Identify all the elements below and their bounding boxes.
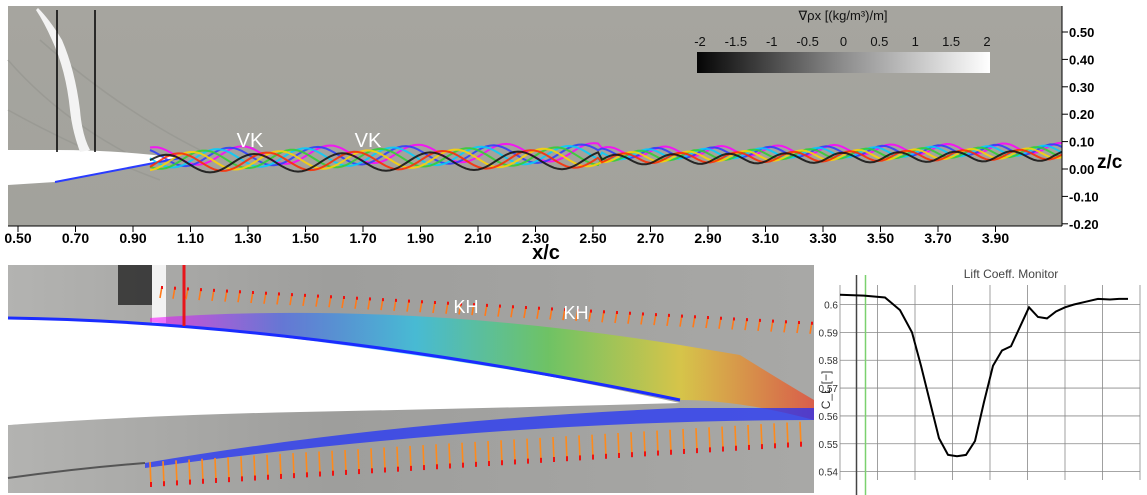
colorbar-tick-label: -1 [766,34,778,49]
x-tick-label: 1.90 [407,230,434,246]
x-axis-ticks: 0.50 0.70 0.90 1.10 1.30 1.50 1.70 1.90 2.10 2.30… [4,226,1009,246]
lift-monitor-grid [839,285,1141,480]
x-tick-label: 2.50 [579,230,606,246]
colorbar-tick-label: 1 [912,34,919,49]
lift-monitor-ylabel: C_L [−] [819,371,833,410]
x-tick-label: 0.50 [4,230,31,246]
lift-y-tick-label: 0.56 [819,412,839,423]
colorbar-tick-label: -0.5 [796,34,818,49]
x-tick-label: 3.30 [809,230,836,246]
x-tick-label: 2.10 [464,230,491,246]
top-panel: ∇ρx [(kg/m³)/m] -2 -1.5 -1 -0.5 0 0.5 1 1.5 2 VK… [4,6,1123,264]
shock-plume [36,8,90,152]
colorbar-tick-label: 1.5 [942,34,960,49]
colorbar-tick-label: -1.5 [725,34,747,49]
z-tick-label: 0.10 [1069,135,1094,150]
x-tick-label: 1.30 [234,230,261,246]
x-tick-label: 1.10 [177,230,204,246]
z-tick-label: 0.00 [1069,162,1094,177]
upper-surface-edge [7,316,681,402]
lift-y-tick-label: 0.59 [819,328,839,339]
x-tick-label: 0.70 [62,230,89,246]
colorbar-tick-label: 0 [840,34,847,49]
z-tick-label: -0.20 [1069,217,1099,232]
colorbar-tick-label: -2 [694,34,706,49]
x-tick-label: 3.10 [752,230,779,246]
x-tick-label: 2.70 [637,230,664,246]
z-axis-label: z/c [1097,152,1123,173]
z-axis-ticks: 0.50 0.40 0.30 0.20 0.10 0.00 -0.10 -0.20 [1062,25,1099,232]
airfoil-closeup-lower [8,403,680,425]
vk-label-2: VK [355,130,382,152]
colorbar-tick-label: 0.5 [870,34,888,49]
x-tick-label: 3.70 [924,230,951,246]
kh-label-1: KH [453,297,478,317]
lift-monitor-background [818,265,1147,495]
wake-streak [149,148,1063,172]
lift-y-tick-label: 0.54 [819,468,839,479]
shock-bright-band [152,265,166,323]
bottom-panel: KH KH [7,265,814,493]
top-flow-field [8,6,1062,226]
x-tick-label: 1.70 [349,230,376,246]
z-tick-label: 0.30 [1069,80,1094,95]
wake-vortex-street [149,142,1063,174]
lift-y-tick-label: 0.57 [819,384,839,395]
x-tick-label: 2.90 [694,230,721,246]
airfoil-shape [8,150,180,185]
lift-monitor-markers [855,275,867,495]
z-tick-label: 0.20 [1069,107,1094,122]
colorbar-gradient [697,52,990,73]
colorbar: ∇ρx [(kg/m³)/m] -2 -1.5 -1 -0.5 0 0.5 1 1.5 2 [694,8,991,73]
z-tick-label: 0.50 [1069,25,1094,40]
kh-label-2: KH [563,303,588,323]
lift-y-tick-label: 0.55 [819,440,839,451]
x-tick-label: 0.90 [119,230,146,246]
velocity-vectors-upper [159,285,813,334]
x-tick-label: 3.90 [982,230,1009,246]
lift-monitor-chart: Lift Coeff. Monitor 0.60.590.580.570.560… [818,265,1147,495]
x-tick-label: 2.30 [522,230,549,246]
vk-label-1: VK [237,130,264,152]
colorbar-ticks: -2 -1.5 -1 -0.5 0 0.5 1 1.5 2 [694,34,990,49]
x-axis-label: x/c [532,242,560,264]
lower-wall [7,462,146,479]
wake-streak [149,150,1063,174]
lift-coefficient-series [839,293,1128,458]
lift-y-tick-label: 0.6 [824,301,838,312]
x-tick-label: 3.50 [867,230,894,246]
colorbar-title: ∇ρx [(kg/m³)/m] [797,8,887,23]
velocity-vectors-lower [149,421,802,487]
lift-monitor-y-ticks: 0.6 0.59 0.58 0.57 0.56 0.55 0.54 [819,301,839,479]
airfoil-closeup [8,318,680,425]
lift-y-tick-label: 0.58 [819,356,839,367]
z-tick-label: 0.40 [1069,52,1094,67]
colorbar-tick-label: 2 [983,34,990,49]
x-tick-label: 1.50 [292,230,319,246]
lower-surface-edge [145,408,814,468]
lift-monitor-title: Lift Coeff. Monitor [964,267,1059,281]
z-tick-label: -0.10 [1069,189,1099,204]
